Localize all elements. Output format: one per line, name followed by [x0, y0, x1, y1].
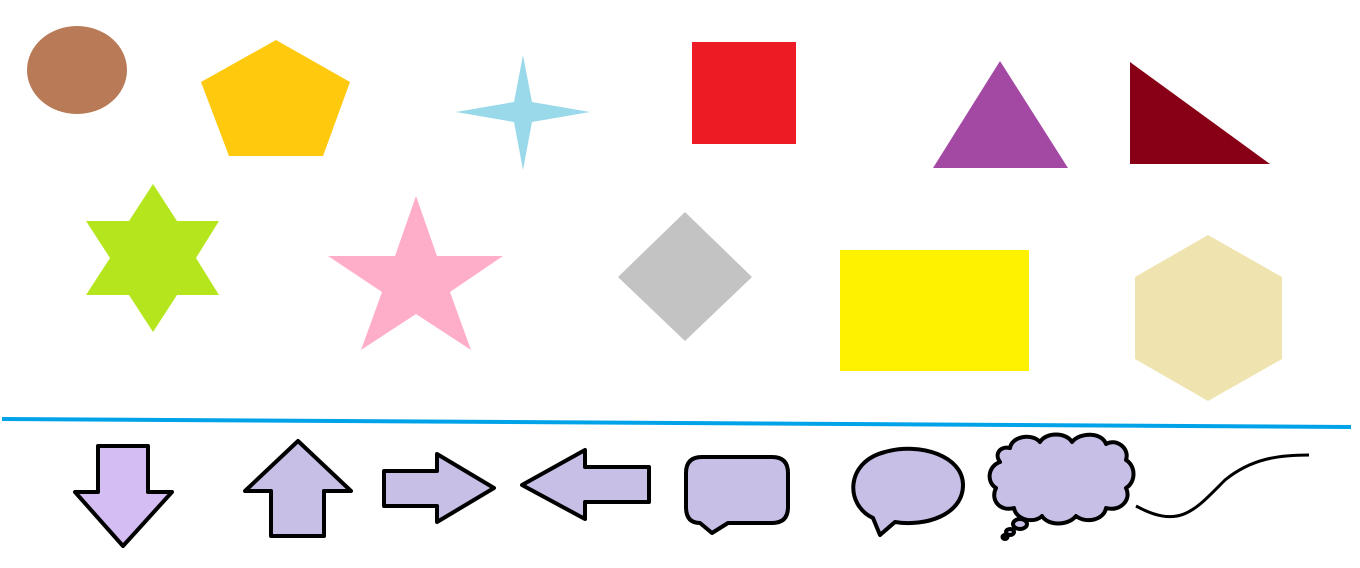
- pentagon-icon[interactable]: [201, 40, 350, 156]
- arrow-right-icon[interactable]: [382, 452, 496, 524]
- four-point-star-icon[interactable]: [456, 55, 590, 170]
- triangle-icon[interactable]: [933, 61, 1068, 168]
- curve-icon[interactable]: [1135, 453, 1310, 519]
- oval-icon[interactable]: [27, 26, 127, 114]
- right-triangle-icon[interactable]: [1130, 62, 1270, 164]
- arrow-up-icon[interactable]: [243, 439, 353, 538]
- six-point-star-icon[interactable]: [86, 184, 219, 332]
- hexagon-icon[interactable]: [1135, 235, 1282, 401]
- oval-callout-icon[interactable]: [851, 446, 965, 537]
- diamond-icon[interactable]: [618, 212, 752, 341]
- cloud-callout-icon[interactable]: [987, 432, 1136, 541]
- rounded-rectangle-callout-icon[interactable]: [684, 455, 790, 535]
- five-point-star-icon[interactable]: [328, 196, 503, 350]
- rectangle-icon[interactable]: [840, 250, 1029, 371]
- divider-line: [1, 417, 1352, 429]
- arrow-left-icon[interactable]: [520, 448, 651, 521]
- square-icon[interactable]: [692, 42, 796, 144]
- arrow-down-icon[interactable]: [73, 444, 174, 548]
